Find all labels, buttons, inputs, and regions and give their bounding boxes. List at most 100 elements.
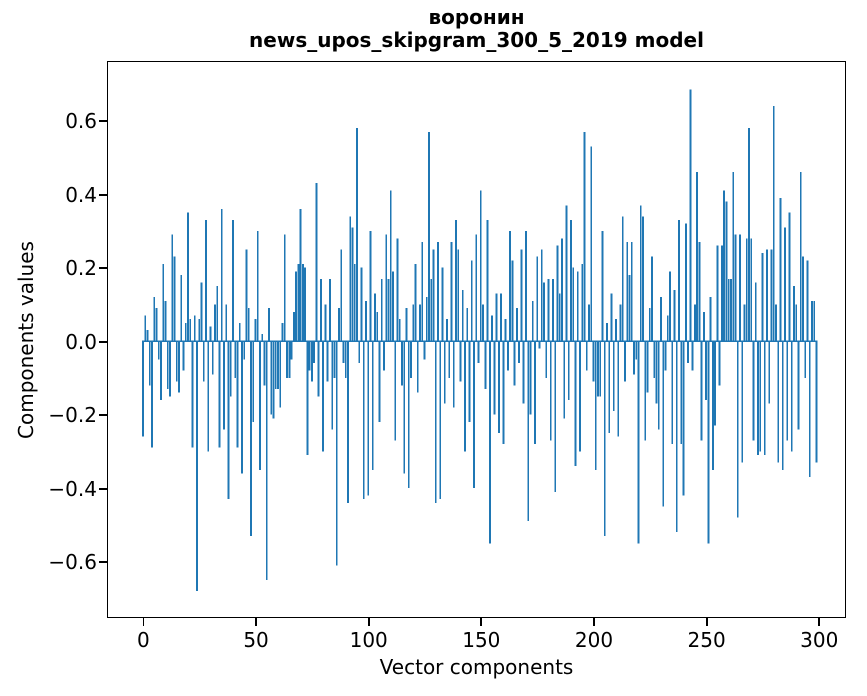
bar	[711, 341, 714, 470]
bar	[547, 278, 550, 342]
y-tick-label: 0.2	[65, 256, 97, 281]
bar	[624, 341, 626, 382]
bar	[437, 242, 439, 342]
bar	[452, 341, 455, 408]
bar	[754, 282, 757, 342]
bar	[493, 341, 496, 415]
bar	[750, 238, 753, 342]
bar	[441, 267, 444, 342]
bar	[322, 341, 325, 452]
bar	[380, 278, 383, 342]
chart-title-word: воронин	[428, 5, 525, 29]
bar	[488, 341, 491, 544]
bar	[748, 128, 750, 342]
bar	[432, 249, 435, 342]
bar	[396, 238, 399, 342]
bar	[232, 219, 234, 342]
bar	[211, 341, 214, 375]
bar	[148, 341, 151, 386]
bar	[759, 341, 762, 452]
x-tick-label: 100	[349, 628, 388, 652]
bar	[446, 319, 448, 342]
bar	[603, 341, 606, 536]
bar	[716, 245, 719, 342]
bar	[324, 304, 327, 342]
bar	[642, 216, 644, 342]
bar	[292, 311, 295, 342]
bar	[202, 341, 205, 382]
bar	[772, 106, 775, 342]
bar	[518, 341, 521, 364]
bar	[342, 341, 345, 364]
bar	[455, 219, 457, 342]
bar	[169, 341, 171, 397]
bar	[297, 264, 300, 342]
bar	[741, 341, 744, 463]
bar	[344, 341, 347, 378]
bar	[601, 230, 604, 342]
bar	[398, 319, 401, 342]
bar	[545, 341, 548, 378]
bar	[367, 341, 370, 496]
bar	[768, 341, 771, 404]
bar	[779, 197, 782, 342]
bar	[678, 219, 680, 342]
bar	[392, 271, 394, 342]
bar	[626, 242, 629, 342]
bar	[666, 315, 669, 342]
x-tick-label: 150	[462, 628, 501, 652]
bar	[515, 308, 518, 342]
bar	[401, 341, 403, 386]
bar	[781, 341, 784, 470]
bar	[369, 230, 372, 342]
bar	[725, 201, 728, 342]
bar	[236, 341, 239, 448]
bar	[412, 304, 415, 342]
bar	[164, 300, 167, 342]
x-tick-mark	[818, 618, 821, 626]
bar	[524, 230, 527, 342]
bar	[274, 341, 277, 389]
bar	[538, 341, 541, 349]
bar	[450, 242, 453, 342]
y-tick-label: 0.0	[65, 329, 97, 354]
y-tick-mark	[99, 267, 107, 270]
bar	[146, 330, 149, 342]
bar	[288, 341, 291, 378]
bar	[178, 341, 180, 393]
bar	[209, 326, 212, 342]
bar	[761, 253, 764, 342]
bar	[245, 249, 248, 342]
bar	[651, 256, 653, 342]
bar	[464, 341, 466, 452]
bar	[180, 275, 183, 342]
bar	[588, 304, 590, 342]
bar	[552, 278, 554, 342]
bar	[218, 341, 221, 448]
bar	[543, 282, 545, 342]
bar	[268, 308, 270, 342]
bar	[166, 341, 169, 389]
bar	[340, 249, 343, 342]
bar	[270, 341, 273, 415]
x-tick-mark	[705, 618, 708, 626]
bar	[443, 341, 446, 404]
bar	[227, 341, 230, 500]
bar	[727, 278, 730, 342]
y-tick-label: 0.6	[65, 109, 97, 134]
bar	[461, 289, 464, 342]
bar	[407, 341, 410, 489]
bar	[671, 341, 674, 445]
bar	[802, 256, 804, 342]
chart-title-model: news_upos_skipgram_300_5_2019 model	[249, 28, 704, 52]
bar	[234, 341, 237, 378]
bar	[414, 264, 417, 342]
bar	[331, 341, 334, 430]
bar	[317, 341, 320, 397]
bar	[295, 271, 298, 342]
bar	[216, 286, 219, 342]
x-tick-mark	[142, 618, 145, 626]
bar	[500, 293, 503, 342]
bar	[349, 216, 352, 342]
bar	[254, 319, 257, 342]
